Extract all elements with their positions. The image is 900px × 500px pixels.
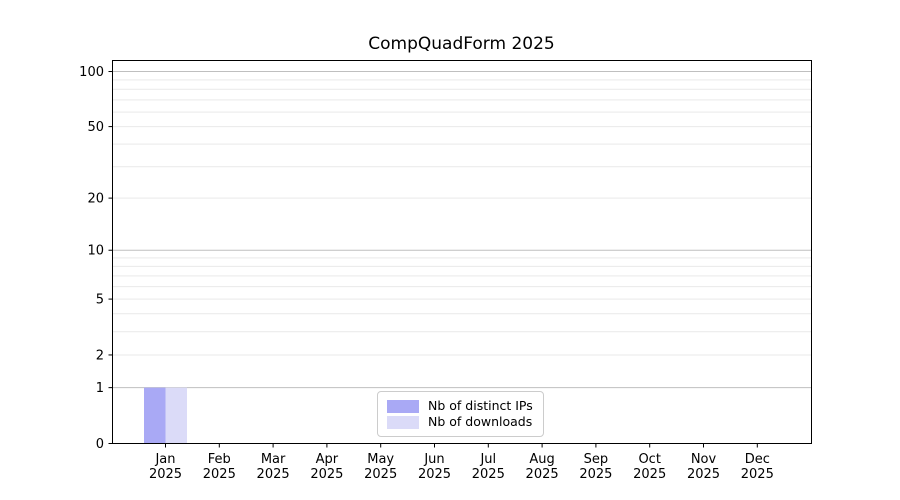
y-tick-label: 20	[87, 192, 104, 207]
x-tick-label-year: 2025	[149, 467, 182, 482]
x-tick-label-month: Feb	[208, 452, 231, 467]
chart-title: CompQuadForm 2025	[368, 34, 555, 54]
x-tick-label-month: Sep	[584, 452, 609, 467]
legend-swatch-downloads	[387, 415, 419, 429]
x-tick-label-month: Nov	[691, 452, 717, 467]
legend-swatch-distinct-ips	[387, 399, 419, 413]
x-tick-label-month: Apr	[316, 452, 339, 467]
legend-item-downloads: Nb of downloads	[387, 415, 535, 429]
x-tick-label-month: Jul	[479, 452, 496, 467]
y-tick-label: 100	[79, 65, 104, 80]
x-tick-label-month: Aug	[529, 452, 554, 467]
y-tick-label: 10	[87, 244, 104, 259]
x-tick-label-year: 2025	[257, 467, 290, 482]
x-tick-label-year: 2025	[418, 467, 451, 482]
y-tick-label: 5	[96, 293, 104, 308]
bar-nb-of-downloads-jan	[165, 387, 187, 443]
bar-nb-of-distinct-ips-jan	[144, 387, 166, 443]
legend-item-distinct-ips: Nb of distinct IPs	[387, 399, 535, 413]
legend-label-downloads: Nb of downloads	[428, 414, 533, 429]
x-tick-label-month: Jun	[423, 452, 444, 467]
legend: Nb of distinct IPs Nb of downloads	[377, 391, 544, 437]
x-tick-label-year: 2025	[472, 467, 505, 482]
x-tick-label-year: 2025	[633, 467, 666, 482]
axes-spines	[112, 60, 812, 444]
x-tick-label-month: Dec	[745, 452, 770, 467]
x-tick-label-year: 2025	[526, 467, 559, 482]
x-tick-label-month: May	[367, 452, 394, 467]
y-tick-label: 0	[96, 437, 104, 452]
x-tick-label-month: Oct	[638, 452, 660, 467]
y-tick-label: 50	[87, 120, 104, 135]
y-tick-label: 2	[96, 348, 104, 363]
legend-label-distinct-ips: Nb of distinct IPs	[428, 398, 533, 413]
x-tick-label-month: Mar	[261, 452, 286, 467]
x-tick-label-year: 2025	[310, 467, 343, 482]
x-tick-label-year: 2025	[579, 467, 612, 482]
x-tick-label-year: 2025	[364, 467, 397, 482]
x-tick-label-year: 2025	[203, 467, 236, 482]
x-tick-label-year: 2025	[687, 467, 720, 482]
y-tick-label: 1	[96, 381, 104, 396]
x-tick-label-month: Jan	[154, 452, 175, 467]
x-tick-label-year: 2025	[741, 467, 774, 482]
